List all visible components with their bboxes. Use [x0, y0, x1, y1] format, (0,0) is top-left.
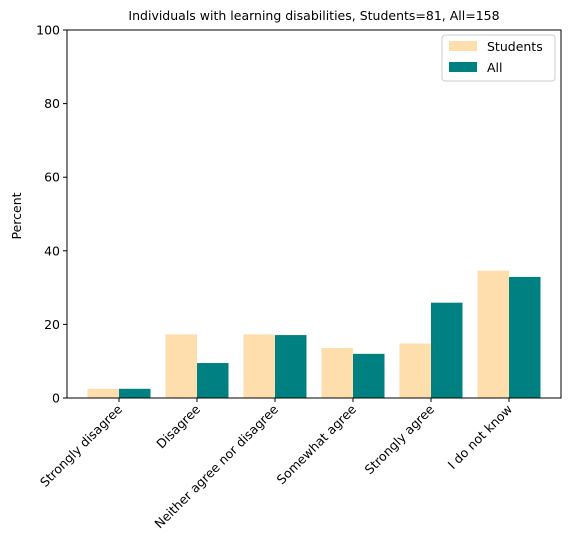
legend: Students All [441, 34, 556, 82]
plot-frame [66, 29, 562, 399]
legend-label-students: Students [487, 39, 543, 54]
x-tick-label: Strongly disagree [37, 401, 125, 489]
y-axis-ticks: 0 20 40 60 80 100 [36, 23, 67, 406]
bar-students-3 [321, 347, 353, 398]
x-tick-label: Somewhat agree [274, 401, 360, 487]
y-tick-label: 20 [44, 317, 60, 332]
bar-students-4 [399, 343, 431, 398]
legend-swatch-all [449, 62, 477, 72]
bar-all-3 [353, 353, 385, 398]
y-tick-label: 0 [52, 391, 60, 406]
bar-students-5 [477, 270, 509, 398]
legend-label-all: All [487, 60, 503, 75]
bar-all-4 [431, 302, 463, 398]
x-tick-label: Strongly agree [362, 401, 438, 477]
chart-title: Individuals with learning disabilities, … [128, 8, 499, 23]
legend-swatch-students [449, 41, 477, 51]
y-tick-label: 40 [44, 243, 60, 258]
y-tick-label: 80 [44, 96, 60, 111]
x-tick-label: I do not know [445, 402, 516, 473]
bars-group [87, 270, 541, 398]
bar-students-0 [87, 388, 119, 398]
bar-students-1 [165, 334, 197, 398]
x-tick-label: Neither agree nor disagree [151, 401, 281, 531]
bar-all-5 [509, 276, 541, 398]
bar-all-2 [275, 335, 307, 398]
y-axis-label: Percent [9, 192, 24, 239]
x-tick-label: Disagree [153, 401, 203, 451]
bar-all-0 [119, 388, 151, 398]
bar-all-1 [197, 363, 229, 398]
y-tick-label: 100 [36, 23, 60, 38]
bar-students-2 [243, 334, 275, 398]
y-tick-label: 60 [44, 170, 60, 185]
